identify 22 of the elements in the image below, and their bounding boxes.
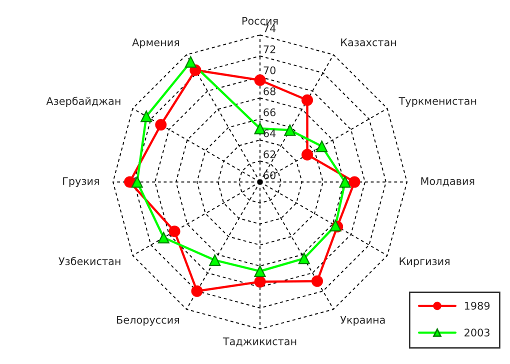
spoke-label: Туркменистан (398, 97, 476, 107)
y-tick-label: 60 (264, 171, 276, 180)
y-tick-label: 66 (264, 108, 276, 116)
spoke-label: Молдавия (421, 177, 474, 186)
y-tick-label: 68 (264, 87, 276, 96)
spoke-label: Узбекистан (58, 256, 120, 266)
spoke-label: Белоруссия (117, 316, 179, 326)
y-tick-label: 62 (264, 150, 276, 158)
spoke-label: Грузия (63, 177, 99, 188)
y-tick-label: 64 (264, 129, 276, 138)
y-tick-label: 74 (264, 24, 276, 32)
spoke-label: Украина (340, 316, 385, 326)
legend-label: 2003 (464, 328, 490, 336)
spoke-label: Армения (132, 38, 179, 48)
y-tick-label: 70 (264, 66, 276, 74)
spoke-label: Киргизия (400, 257, 450, 268)
y-tick-label: 72 (264, 45, 276, 54)
legend-label: 1989 (464, 302, 490, 310)
spoke-label: Таджикистан (222, 338, 296, 347)
spoke-label: Азербайджан (46, 96, 120, 108)
spoke-label: Казахстан (341, 38, 396, 46)
spoke-label: Россия (242, 17, 278, 25)
